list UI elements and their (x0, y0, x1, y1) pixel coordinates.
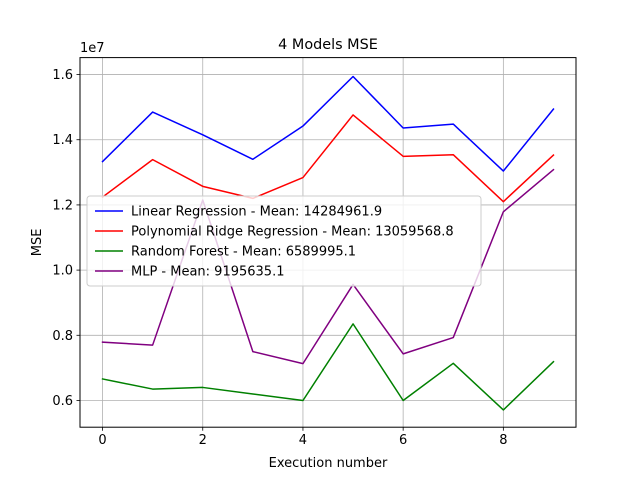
legend-label: Linear Regression - Mean: 14284961.9 (131, 205, 382, 220)
x-tick-label: 8 (499, 433, 507, 448)
y-tick-label: 0.6 (52, 394, 73, 409)
plot-frame (79, 57, 577, 428)
series-line (101, 114, 555, 203)
y-axis-label: MSE (30, 229, 45, 257)
x-tick-label: 0 (98, 433, 106, 448)
y-tick-label: 1.2 (52, 198, 73, 213)
chart-title: 4 Models MSE (278, 37, 378, 53)
y-tick-label: 0.8 (52, 329, 73, 344)
y-tick-label: 1.0 (52, 264, 73, 279)
x-tick-label: 6 (399, 433, 407, 448)
series-line (101, 323, 555, 411)
y-tick-label: 1.4 (52, 133, 73, 148)
x-axis-label: Execution number (269, 456, 388, 471)
axis-ticks: 0 2 4 6 8 0.6 0.8 1.0 1.2 1.4 1.6 (52, 68, 507, 448)
series-line (101, 75, 555, 172)
legend: Linear Regression - Mean: 14284961.9 Poly… (86, 195, 482, 287)
x-tick-label: 2 (199, 433, 207, 448)
legend-label: MLP - Mean: 9195635.1 (131, 265, 285, 280)
y-offset-text: 1e7 (80, 41, 105, 56)
legend-label: Random Forest - Mean: 6589995.1 (131, 245, 356, 260)
y-tick-label: 1.6 (52, 68, 73, 83)
legend-box (86, 195, 482, 287)
legend-label: Polynomial Ridge Regression - Mean: 1305… (131, 225, 454, 240)
x-tick-label: 4 (299, 433, 307, 448)
